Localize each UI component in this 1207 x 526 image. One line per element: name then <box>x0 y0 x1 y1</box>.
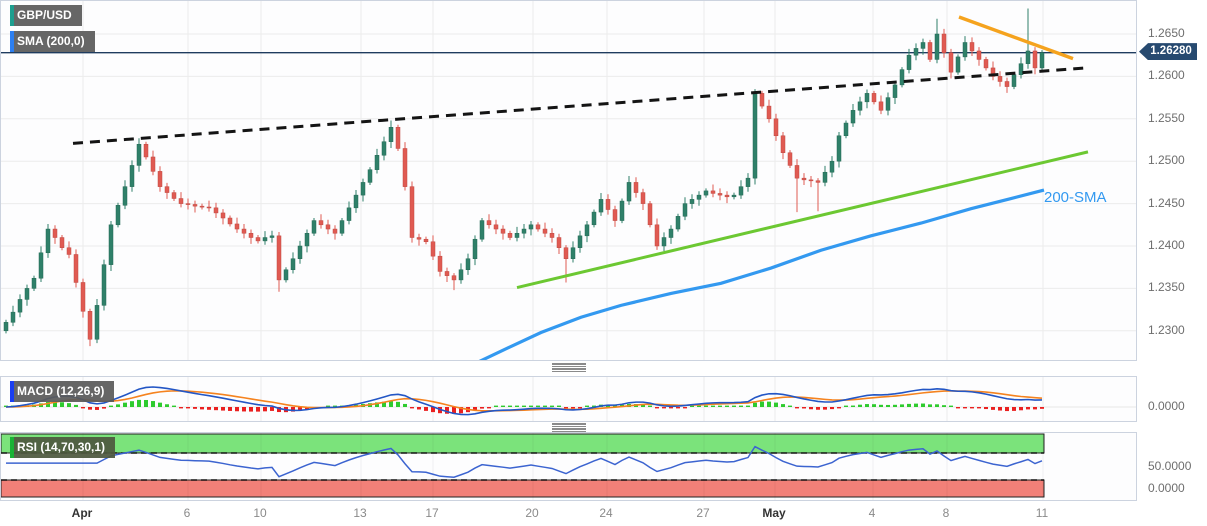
main-chart-canvas[interactable] <box>1 1 1136 360</box>
macd-indicator-label: MACD (12,26,9) <box>17 384 105 398</box>
symbol-label: GBP/USD <box>17 8 72 22</box>
sma-indicator-label: SMA (200,0) <box>17 34 85 48</box>
legend-rsi-chip[interactable]: RSI (14,70,30,1) <box>10 437 116 458</box>
time-tick-label: 11 <box>1035 506 1049 520</box>
macd-canvas[interactable] <box>1 377 1136 421</box>
time-tick-label: 13 <box>353 506 367 520</box>
time-tick-label: May <box>762 506 786 520</box>
legend-sma-chip[interactable]: SMA (200,0) <box>10 31 95 52</box>
rsi-panel[interactable] <box>0 432 1137 501</box>
sma-line-label: 200-SMA <box>1044 189 1107 206</box>
macd-panel[interactable] <box>0 376 1137 422</box>
time-tick-label: 24 <box>599 506 613 520</box>
axis-tick-label: 1.2550 <box>1148 110 1185 125</box>
axis-tick-label: 1.2500 <box>1148 153 1185 168</box>
legend-macd-chip[interactable]: MACD (12,26,9) <box>10 381 115 402</box>
legend-accent-bar <box>10 5 14 26</box>
axis-tick-label: 50.0000 <box>1148 458 1192 473</box>
axis-tick-label: 0.0000 <box>1148 399 1185 413</box>
panel-resize-grip-icon[interactable] <box>552 423 586 432</box>
rsi-canvas[interactable] <box>1 433 1136 500</box>
axis-tick-label: 1.2400 <box>1148 238 1185 252</box>
axis-tick-label: 0.0000 <box>1148 481 1185 495</box>
legend-accent-bar <box>10 31 14 52</box>
time-tick-label: 27 <box>696 506 710 520</box>
legend-accent-bar <box>10 381 14 402</box>
time-tick-label: 6 <box>183 506 191 520</box>
time-tick-label: 4 <box>868 506 876 520</box>
main-price-panel[interactable] <box>0 0 1137 361</box>
price-axis[interactable]: 1.2650 1.2600 1.2550 1.2500 1.2450 1.2400 1.23… <box>1137 0 1207 526</box>
time-tick-label: 17 <box>425 506 439 520</box>
time-axis[interactable]: Apr 6 10 13 17 20 24 27 May 4 8 11 <box>0 501 1137 526</box>
current-price-tag: 1.26280 <box>1139 43 1197 61</box>
panel-resize-grip-icon[interactable] <box>552 363 586 372</box>
time-tick-label: 20 <box>525 506 539 520</box>
time-tick-label: 8 <box>942 506 950 520</box>
axis-tick-label: 1.2650 <box>1148 26 1185 40</box>
time-tick-label: 10 <box>253 506 267 520</box>
axis-tick-label: 1.2350 <box>1148 280 1185 295</box>
axis-tick-label: 1.2450 <box>1148 195 1185 210</box>
time-tick-label: Apr <box>71 506 93 520</box>
legend-symbol-chip[interactable]: GBP/USD <box>10 5 82 26</box>
rsi-indicator-label: RSI (14,70,30,1) <box>17 440 106 454</box>
axis-tick-label: 1.2300 <box>1148 322 1185 337</box>
axis-tick-label: 1.2600 <box>1148 68 1185 83</box>
legend-accent-bar <box>10 437 14 458</box>
